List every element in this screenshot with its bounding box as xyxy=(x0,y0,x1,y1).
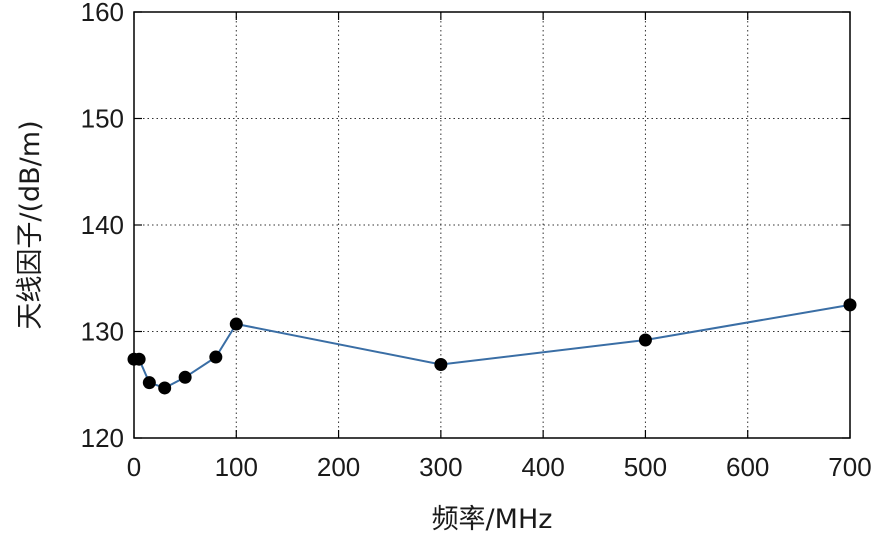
series-line xyxy=(134,303,851,389)
data-point xyxy=(132,352,146,366)
x-tick-label: 0 xyxy=(127,452,141,482)
y-tick-label: 160 xyxy=(81,0,124,27)
data-points xyxy=(127,298,857,395)
data-point xyxy=(178,370,192,384)
data-point xyxy=(434,358,448,372)
data-point xyxy=(142,376,156,390)
data-point xyxy=(843,298,857,312)
y-axis-title: 天线因子/(dB/m) xyxy=(15,120,46,329)
x-tick-label: 200 xyxy=(317,452,360,482)
x-tick-label: 700 xyxy=(828,452,871,482)
x-tick-label: 400 xyxy=(521,452,564,482)
data-point xyxy=(209,350,223,364)
data-point xyxy=(229,317,243,331)
grid-lines xyxy=(134,12,850,438)
y-tick-label: 130 xyxy=(81,317,124,347)
y-tick-labels: 120 130 140 150 160 xyxy=(81,0,124,453)
y-tick-label: 140 xyxy=(81,210,124,240)
x-tick-label: 300 xyxy=(419,452,462,482)
x-axis-title: 频率/MHz xyxy=(432,504,553,535)
y-tick-label: 120 xyxy=(81,423,124,453)
axis-ticks xyxy=(133,11,851,439)
x-tick-label: 100 xyxy=(215,452,258,482)
data-point xyxy=(158,381,172,395)
x-tick-label: 500 xyxy=(624,452,667,482)
data-point xyxy=(638,333,652,347)
x-tick-labels: 0 100 200 300 400 500 600 700 xyxy=(127,452,872,482)
y-tick-label: 150 xyxy=(81,104,124,134)
x-tick-label: 600 xyxy=(726,452,769,482)
